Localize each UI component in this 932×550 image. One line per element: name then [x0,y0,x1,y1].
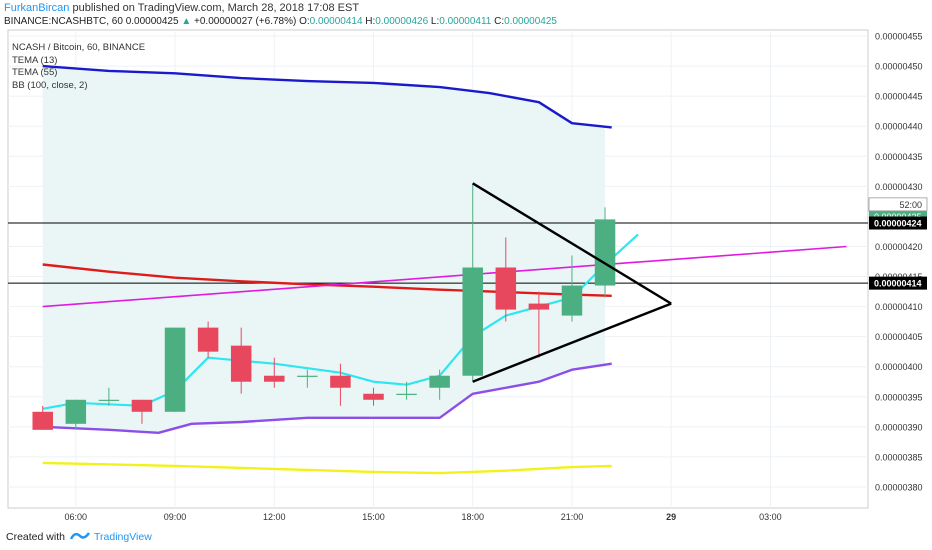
line-triangle-upper [472,182,672,305]
footer: Created with TradingView [0,524,932,550]
legend-tema55[interactable]: TEMA (55) [12,67,58,78]
x-tick-label: 15:00 [362,512,385,522]
candle-body [65,399,87,424]
created-with-text: Created with [6,531,65,543]
y-tick-label: 0.00000440 [875,122,923,132]
candle-body [197,327,219,352]
y-tick-label: 0.00000395 [875,392,923,402]
candle-body [495,267,517,310]
tradingview-logo-icon [70,532,90,540]
bollinger-band-fill [42,66,605,433]
candle-body [528,303,550,310]
candle-body [164,327,186,412]
y-tick-label: 0.00000380 [875,482,923,492]
x-tick-label: 06:00 [65,512,88,522]
y-tick-label: 0.00000385 [875,452,923,462]
legend-title: NCASH / Bitcoin, 60, BINANCE [12,42,146,53]
y-tick-label: 0.00000450 [875,62,923,72]
ohlc-header: BINANCE:NCASHBTC, 60 0.00000425 ▲ +0.000… [4,16,557,27]
y-tick-label: 0.00000410 [875,302,923,312]
legend-bb[interactable]: BB (100, close, 2) [12,79,88,91]
low-label: L: [430,16,440,27]
candle-body [297,375,318,377]
x-tick-label: 03:00 [759,512,782,522]
y-tick-label: 0.00000400 [875,362,923,372]
x-tick-label: 12:00 [263,512,286,522]
candle-body [561,285,583,316]
change-text: +0.00000027 (+6.78%) [194,16,297,27]
x-tick-label: 21:00 [561,512,584,522]
symbol-text: BINANCE:NCASHBTC, 60 [4,16,123,27]
candle-body [264,375,285,382]
tradingview-brand[interactable]: TradingView [94,531,152,543]
candle-body [32,411,53,430]
x-tick-label: 18:00 [461,512,484,522]
x-tick-label: 29 [666,512,676,522]
candle-body [230,345,252,382]
price-label-box [869,216,927,230]
price-label-box [869,276,927,290]
y-tick-label: 0.00000405 [875,332,923,342]
low-value: 0.00000411 [439,16,492,27]
y-tick-label: 0.00000420 [875,242,923,252]
candle-body [462,267,483,376]
candle-body [363,393,384,400]
candle-body [98,399,120,401]
line-triangle-lower [472,302,672,383]
line-tema-13- [42,233,639,410]
up-arrow-icon: ▲ [181,16,192,27]
price-label-text: 0.00000424 [874,219,922,229]
price-label-box [868,197,928,212]
line-bb-lower [42,362,612,434]
high-value: 0.00000426 [375,16,429,27]
high-label: H: [365,16,376,27]
line-yellow [42,461,612,475]
open-label: O: [299,16,310,27]
legend-tema13[interactable]: TEMA (13) [12,54,58,66]
close-label: C: [494,16,505,27]
candle-body [594,219,616,286]
candle-body [131,399,153,412]
publish-text: published on TradingView.com, March 28, … [69,2,360,14]
price-label-text: 52:00 [899,200,922,210]
line-bb-upper [42,64,612,129]
author-link[interactable]: FurkanBircan [4,2,70,14]
chart-legend: NCASH / Bitcoin, 60, BINANCE TEMA (13) T… [12,42,145,92]
last-price: 0.00000425 [125,16,179,27]
y-tick-label: 0.00000445 [875,92,923,102]
y-tick-label: 0.00000435 [875,152,923,162]
candle-body [429,375,450,388]
close-value: 0.00000425 [504,16,557,27]
open-value: 0.00000414 [309,16,363,27]
publish-info: FurkanBircan published on TradingView.co… [4,2,359,14]
x-tick-label: 09:00 [164,512,187,522]
price-label-text: 0.00000414 [874,279,922,289]
candle-body [396,393,417,395]
y-tick-label: 0.00000390 [875,422,923,432]
y-tick-label: 0.00000455 [875,32,923,42]
line-bb-basis [42,245,847,308]
candle-body [330,375,351,388]
y-tick-label: 0.00000430 [875,182,923,192]
